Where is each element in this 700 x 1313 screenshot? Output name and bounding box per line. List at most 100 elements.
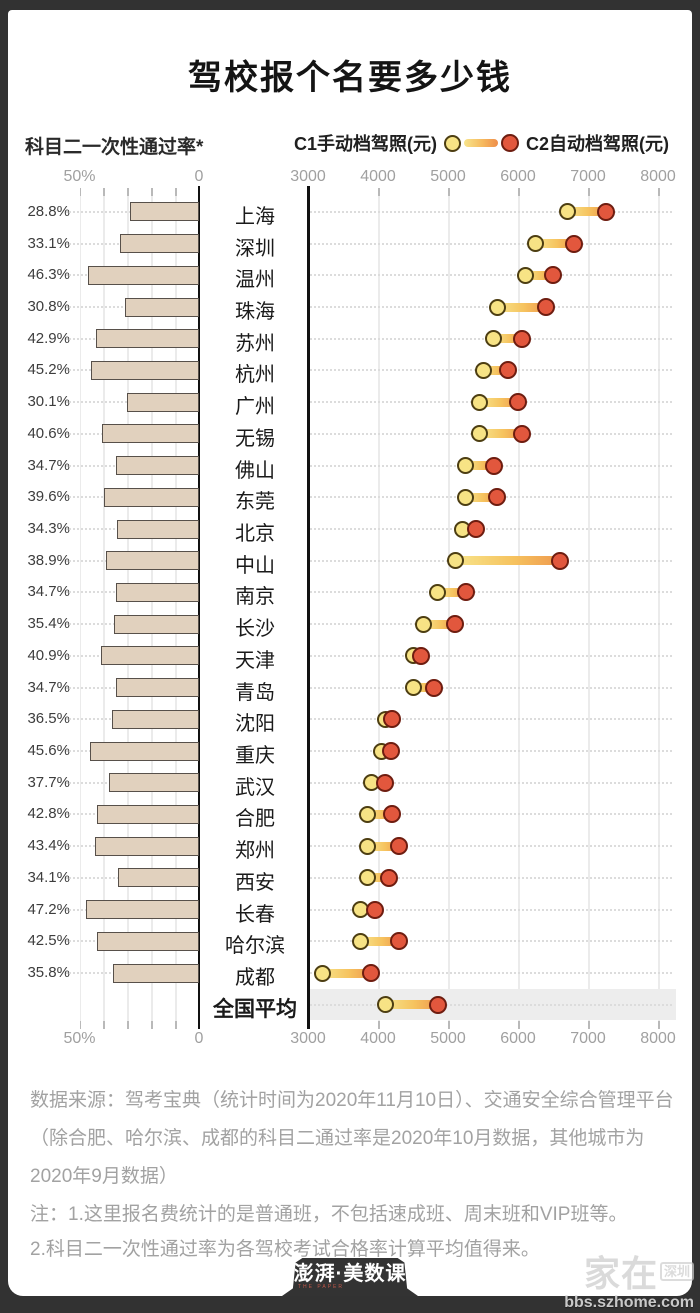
c2-dot: [488, 488, 506, 507]
city-label: 武汉: [235, 776, 275, 799]
legend-c1-label: C1手动档驾照(元): [294, 134, 437, 154]
axis-tick: [175, 1020, 177, 1029]
row-leader-line: [310, 813, 672, 816]
city-label: 深圳: [235, 237, 275, 260]
city-label: 西安: [235, 871, 275, 894]
watermark-url: bbs.szhome.com: [564, 1294, 694, 1311]
pass-rate-bar: [127, 392, 199, 412]
city-label: 上海: [235, 205, 275, 228]
city-label: 苏州: [235, 332, 275, 355]
pass-rate-bar: [113, 963, 199, 983]
data-source-text: 数据来源：驾考宝典（统计时间为2020年11月10日）、交通安全综合管理平台（除…: [30, 1090, 674, 1187]
row-leader-line: [310, 686, 672, 689]
city-label: 沈阳: [235, 713, 275, 736]
city-label: 北京: [235, 523, 275, 546]
legend-gradient-link-icon: [464, 139, 498, 147]
c2-dot: [484, 456, 503, 475]
pass-rate-label: 45.6%: [27, 742, 70, 760]
row-leader-line: [310, 1003, 672, 1006]
price-legend: C1手动档驾照(元) C2自动档驾照(元): [294, 130, 669, 156]
c1-dot: [488, 298, 506, 316]
c2-dot: [512, 329, 531, 348]
city-label: 珠海: [235, 301, 275, 323]
watermark-main-text: 家在: [583, 1253, 658, 1294]
c1-dot: [527, 235, 544, 253]
pass-rate-bar: [95, 836, 199, 856]
axis-tick-label: 7000: [570, 168, 606, 185]
c2-dot: [467, 520, 485, 539]
axis-tick-label: 4000: [360, 1029, 396, 1047]
axis-tick: [448, 1020, 450, 1029]
city-label: 青岛: [235, 681, 275, 704]
pass-rate-bar: [101, 646, 199, 666]
city-label: 天津: [235, 649, 275, 672]
price-connector: [535, 239, 574, 249]
pass-rate-label: 34.1%: [27, 868, 70, 886]
row-leader-line: [310, 210, 672, 213]
city-label: 长春: [235, 903, 275, 926]
c2-dot: [390, 932, 408, 951]
c2-dot: [551, 551, 569, 570]
city-label: 哈尔滨: [225, 935, 285, 958]
row-leader-line: [310, 274, 672, 277]
axis-tick: [175, 188, 177, 196]
pass-rate-label: 47.2%: [27, 900, 70, 918]
c1-dot: [429, 583, 446, 601]
pass-rate-bar: [119, 234, 199, 254]
c2-dot: [362, 964, 380, 983]
pass-rate-label: 43.4%: [27, 837, 70, 855]
pass-rate-bar: [116, 582, 199, 602]
axis-tick-label: 8000: [640, 168, 676, 185]
gridline: [127, 196, 129, 1021]
pass-rate-label: 40.6%: [27, 424, 70, 442]
axis-tick: [79, 188, 81, 196]
axis-tick-label: 7000: [570, 1029, 606, 1047]
gridline: [588, 196, 590, 1021]
axis-tick-label: 50%: [63, 168, 96, 185]
price-connector: [423, 619, 455, 629]
c2-dot: [428, 995, 447, 1014]
c2-dot: [544, 266, 562, 285]
row-leader-line: [310, 591, 672, 594]
pass-rate-bar: [125, 297, 199, 317]
chart-title: 驾校报个名要多少钱: [188, 59, 512, 97]
price-connector: [567, 207, 606, 217]
gridline: [378, 196, 380, 1021]
gridline: [448, 196, 450, 1021]
c2-dot: [383, 710, 401, 729]
pass-rate-bar: [101, 424, 199, 444]
infographic-card: 驾校报个名要多少钱 科目二一次性通过率* C1手动档驾照(元) C2自动档驾照(…: [8, 10, 692, 1296]
axis-tick: [103, 188, 105, 196]
price-connector: [360, 936, 399, 946]
pass-rate-bar: [130, 202, 199, 222]
row-leader-line: [310, 845, 672, 848]
c1-dot: [516, 266, 534, 284]
c2-dot: [376, 773, 394, 792]
axis-tick: [151, 188, 153, 196]
footnote-2: 2.科目二一次性通过率为各驾校考试合格率计算平均值得来。: [30, 1239, 540, 1260]
pass-rate-label: 34.7%: [27, 456, 70, 474]
row-leader-line: [310, 528, 672, 531]
c1-dot: [415, 615, 432, 633]
pass-rate-label: 37.7%: [27, 773, 70, 791]
pass-rate-bar: [106, 551, 199, 571]
c2-dot: [565, 234, 583, 253]
publisher-logo: 澎湃·美数课 THE PAPER: [282, 1258, 418, 1296]
site-watermark: 家在 深圳 bbs.szhome.com: [524, 1256, 694, 1311]
pass-rate-label: 40.9%: [27, 646, 70, 664]
city-label: 重庆: [235, 745, 275, 768]
price-connector: [525, 270, 553, 280]
axis-tick: [658, 1020, 660, 1029]
price-connector: [385, 1000, 438, 1010]
gridline: [658, 196, 660, 1021]
axis-tick: [588, 188, 590, 196]
pass-rate-bar: [88, 265, 199, 285]
price-connector: [493, 334, 522, 344]
pass-rate-label: 39.6%: [27, 488, 70, 506]
c2-legend-dot-icon: [501, 134, 519, 152]
pass-rate-bar: [111, 709, 199, 729]
c1-dot: [359, 869, 376, 887]
pass-rate-bar: [90, 741, 199, 761]
row-leader-line: [310, 242, 672, 245]
